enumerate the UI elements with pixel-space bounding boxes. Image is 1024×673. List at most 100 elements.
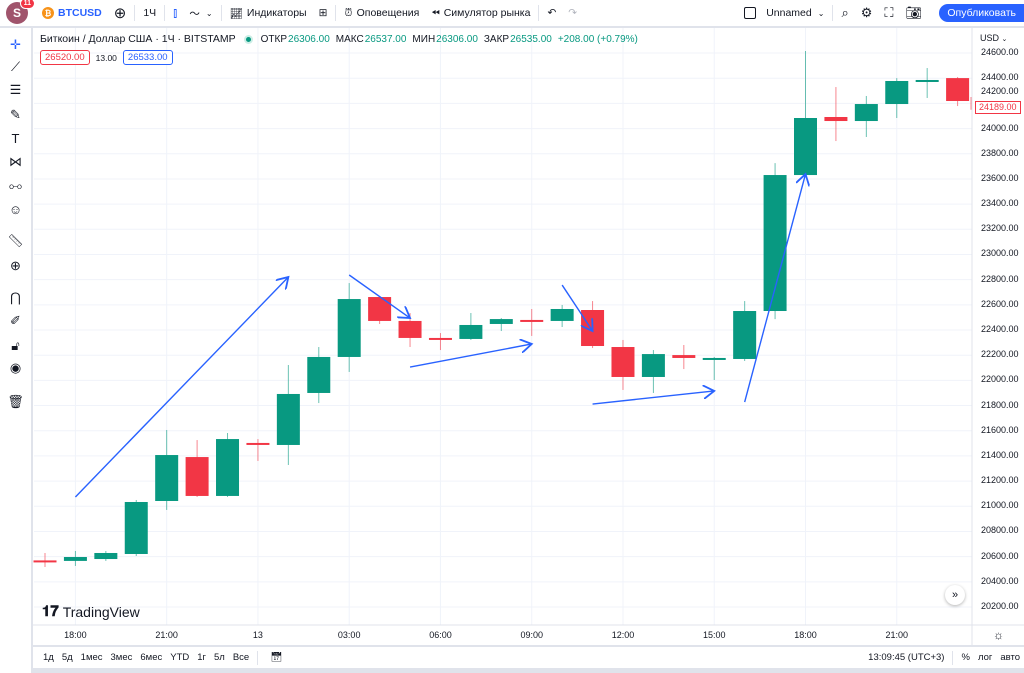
replay-button[interactable]: ⏪︎ Симулятор рынка	[431, 6, 531, 20]
eye-tool[interactable]: ◉	[9, 360, 22, 375]
time-tick-label: 18:00	[64, 630, 87, 640]
interval-button[interactable]: 1Ч	[143, 7, 157, 19]
forecast-tool[interactable]: ⧟	[8, 178, 22, 193]
range-1[interactable]: 5д	[61, 652, 73, 663]
arrow-drawing	[592, 391, 715, 405]
text-tool[interactable]: T	[11, 131, 20, 146]
candle-body	[63, 557, 87, 561]
range-3[interactable]: 3мес	[110, 652, 133, 663]
axis-settings-button[interactable]: ☼	[993, 628, 1004, 642]
candle-body	[246, 442, 270, 445]
line-style-button[interactable]: 〜 ⌄	[183, 0, 218, 26]
time-tick-label: 13	[252, 630, 263, 640]
percent-toggle[interactable]: %	[961, 652, 970, 663]
symbol-title: Биткоин / Доллар США · 1Ч · BITSTAMP	[40, 33, 236, 45]
camera-icon: 📷︎	[905, 5, 922, 20]
publish-button[interactable]: Опубликовать	[939, 4, 1024, 22]
price-tick-label: 23400.00	[981, 198, 1019, 209]
price-tick-label: 23200.00	[981, 223, 1019, 234]
search-button[interactable]: ⌕	[835, 0, 854, 26]
price-tick-label: 24400.00	[981, 72, 1019, 83]
time-tick-label: 18:00	[794, 630, 817, 640]
tv-logo-icon: 𝟏𝟕	[42, 603, 59, 620]
price-tick-label: 20200.00	[981, 600, 1019, 611]
search-icon: ⌕	[841, 5, 849, 20]
range-6[interactable]: 1г	[197, 652, 206, 663]
compare-button[interactable]: ⊕	[108, 0, 133, 26]
chevron-down-icon: ⌄	[1001, 36, 1008, 43]
price-tick-label: 20800.00	[981, 525, 1019, 536]
settings-button[interactable]: ⚙︎	[855, 0, 879, 26]
lock-drawing-tool[interactable]: ✐	[10, 313, 21, 328]
price-tick-label: 20600.00	[981, 550, 1019, 561]
magnet-tool[interactable]: ⋂	[10, 290, 21, 305]
chevron-down-icon: ⌄	[205, 8, 213, 18]
indicators-button[interactable]: 📈︎ Индикаторы	[229, 7, 307, 20]
symbol-search-button[interactable]: ₿ BTCUSD	[36, 0, 108, 26]
buy-price-button[interactable]: 26533.00	[122, 50, 173, 65]
price-tick-label: 24000.00	[981, 122, 1019, 133]
crosshair-tool[interactable]: ✛	[10, 37, 21, 52]
lock-tool[interactable]: 🔓︎	[11, 338, 20, 353]
ruler-tool[interactable]: 📏︎	[7, 233, 24, 248]
price-tick-label: 23800.00	[981, 147, 1019, 158]
range-2[interactable]: 1мес	[80, 652, 103, 663]
time-tick-label: 12:00	[611, 630, 635, 640]
avatar[interactable]: S 11	[6, 0, 35, 24]
fullscreen-button[interactable]: ⛶	[878, 0, 899, 26]
price-tick-label: 22600.00	[981, 298, 1019, 309]
range-7[interactable]: 5л	[213, 652, 225, 663]
chart-pane[interactable]	[33, 28, 1024, 645]
pattern-tool[interactable]: ⋈	[9, 154, 22, 169]
layout-button[interactable]: Unnamed ⌄	[738, 0, 830, 26]
range-5[interactable]: YTD	[170, 652, 190, 663]
time-tick-label: 21:00	[155, 630, 178, 640]
price-tick-label: 20400.00	[981, 575, 1019, 586]
bid-ask: 26520.00 13.00 26533.00	[40, 50, 173, 65]
scroll-to-realtime-button[interactable]: »	[945, 585, 965, 605]
candle-body	[550, 308, 574, 321]
candle-body	[216, 439, 240, 496]
current-price-label: 24189.00	[975, 100, 1021, 114]
currency-selector[interactable]: USD ⌄	[980, 33, 1008, 43]
bottom-toolbar: 1д 5д 1мес 3мес 6мес YTD 1г 5л Все 📅︎ 13:09:45 (…	[33, 647, 1024, 668]
brush-tool[interactable]: ✎	[10, 107, 21, 122]
trash-tool[interactable]: 🗑︎	[7, 394, 24, 409]
undo-button[interactable]: ↶	[541, 0, 562, 26]
candle-body	[915, 79, 939, 82]
alarm-clock-icon: ⏰︎	[344, 6, 353, 19]
candle-body	[94, 552, 118, 560]
redo-button[interactable]: ↷	[562, 0, 583, 26]
sell-price-button[interactable]: 26520.00	[40, 50, 90, 65]
candle-body	[33, 560, 57, 563]
candles-icon: ⫾	[173, 5, 178, 20]
candle-body	[854, 104, 878, 122]
fullscreen-icon: ⛶	[884, 5, 894, 20]
range-8[interactable]: Все	[232, 652, 250, 663]
emoji-tool[interactable]: ☺	[8, 202, 23, 217]
auto-toggle[interactable]: авто	[1000, 652, 1020, 663]
log-toggle[interactable]: лог	[977, 652, 993, 663]
candle-body	[611, 347, 635, 377]
trend-line-tool[interactable]: ⟋	[10, 59, 21, 74]
clock[interactable]: 13:09:45 (UTC+3)	[868, 652, 945, 663]
candle-body	[459, 324, 483, 339]
fib-tool[interactable]: ☰	[9, 82, 22, 97]
tradingview-logo[interactable]: 𝟏𝟕 TradingView	[42, 603, 140, 620]
range-0[interactable]: 1д	[43, 652, 54, 663]
price-tick-label: 22400.00	[981, 324, 1019, 335]
snapshot-button[interactable]: 📷︎	[899, 0, 928, 26]
time-tick-label: 21:00	[885, 630, 909, 640]
templates-button[interactable]: ⊞	[313, 0, 334, 26]
line-chart-icon: 〜	[189, 7, 200, 20]
gear-icon: ⚙︎	[860, 5, 873, 20]
zoom-in-tool[interactable]: ⊕	[10, 258, 21, 273]
price-tick-label: 22800.00	[981, 273, 1019, 284]
range-4[interactable]: 6мес	[140, 652, 163, 663]
goto-date-button[interactable]: 📅︎	[266, 652, 286, 663]
candle-body	[489, 319, 513, 324]
candles-style-button[interactable]: ⫾	[167, 0, 183, 26]
alerts-button[interactable]: ⏰︎ Оповещения	[344, 6, 420, 20]
candle-body	[581, 310, 605, 347]
